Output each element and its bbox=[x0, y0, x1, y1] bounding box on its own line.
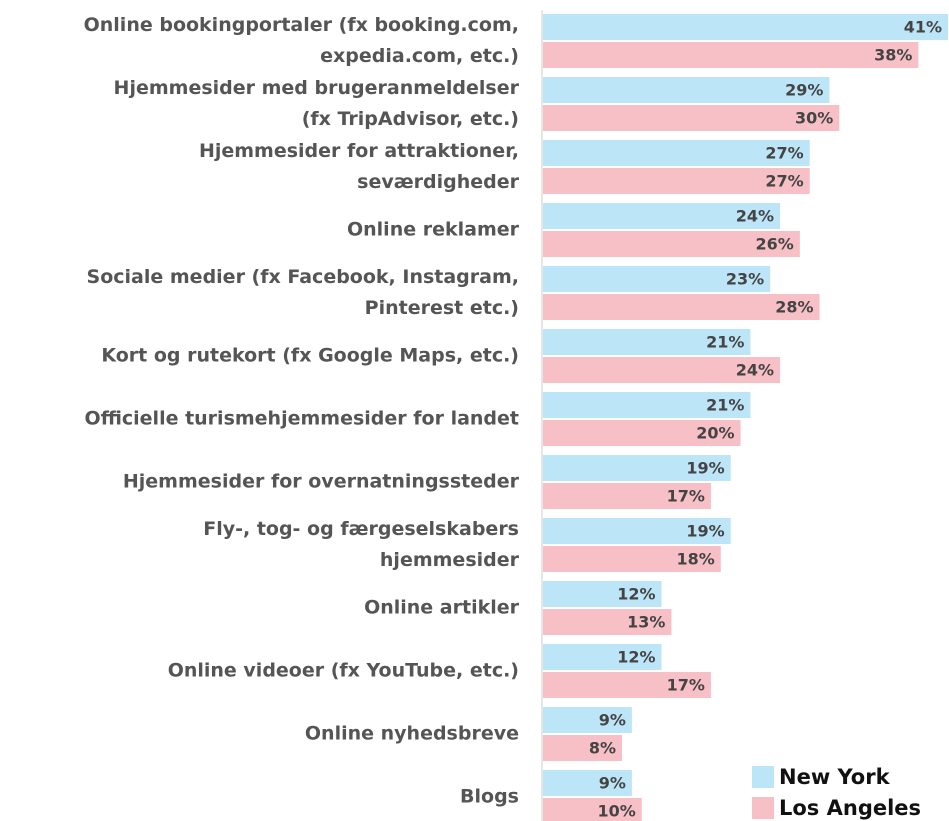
category-label: Online artikler bbox=[364, 597, 520, 619]
category-label: Blogs bbox=[460, 786, 519, 808]
legend-label: Los Angeles bbox=[779, 796, 921, 820]
value-label: 10% bbox=[597, 802, 635, 821]
bar bbox=[543, 707, 632, 733]
bar bbox=[543, 770, 632, 796]
value-label: 30% bbox=[795, 109, 833, 128]
value-label: 21% bbox=[706, 396, 744, 415]
legend-swatch bbox=[752, 797, 774, 819]
category-label: Sociale medier (fx Facebook, Instagram, bbox=[87, 266, 519, 288]
bar bbox=[543, 546, 721, 572]
category-label: Hjemmesider for overnatningssteder bbox=[123, 471, 520, 493]
value-label: 19% bbox=[686, 459, 724, 478]
category-label: Fly-, tog- og færgeselskabers bbox=[203, 518, 519, 540]
category-label: hjemmesider bbox=[380, 549, 520, 571]
value-label: 12% bbox=[617, 585, 655, 604]
category-label: Online videoer (fx YouTube, etc.) bbox=[168, 660, 519, 682]
category-label: Online bookingportaler (fx booking.com, bbox=[84, 14, 519, 36]
bar bbox=[543, 203, 781, 229]
value-label: 12% bbox=[617, 648, 655, 667]
category-label: seværdigheder bbox=[357, 171, 519, 193]
bar bbox=[543, 644, 662, 670]
bar bbox=[543, 42, 919, 68]
value-label: 27% bbox=[765, 144, 803, 163]
bar bbox=[543, 672, 711, 698]
value-label: 19% bbox=[686, 522, 724, 541]
bar bbox=[543, 294, 820, 320]
value-label: 28% bbox=[775, 298, 813, 317]
category-label: (fx TripAdvisor, etc.) bbox=[302, 108, 519, 130]
bar bbox=[543, 266, 771, 292]
bar bbox=[543, 168, 810, 194]
legend-swatch bbox=[752, 766, 774, 788]
category-label: Officielle turismehjemmesider for landet bbox=[85, 408, 519, 430]
value-label: 9% bbox=[599, 774, 626, 793]
bar bbox=[543, 483, 711, 509]
value-label: 17% bbox=[667, 487, 705, 506]
bar bbox=[543, 609, 672, 635]
bar bbox=[543, 77, 830, 103]
value-label: 21% bbox=[706, 333, 744, 352]
value-label: 20% bbox=[696, 424, 734, 443]
category-label: Pinterest etc.) bbox=[365, 297, 519, 319]
value-label: 23% bbox=[726, 270, 764, 289]
bar bbox=[543, 798, 642, 821]
bar bbox=[543, 14, 948, 40]
bar bbox=[543, 231, 800, 257]
bar bbox=[543, 105, 840, 131]
value-label: 13% bbox=[627, 613, 665, 632]
value-label: 26% bbox=[756, 235, 794, 254]
category-label: Hjemmesider med brugeranmeldelser bbox=[114, 77, 520, 99]
value-label: 9% bbox=[599, 711, 626, 730]
bar bbox=[543, 581, 662, 607]
value-label: 29% bbox=[785, 81, 823, 100]
value-label: 41% bbox=[904, 18, 942, 37]
value-label: 24% bbox=[736, 361, 774, 380]
legend-label: New York bbox=[779, 765, 891, 789]
category-label: Online nyhedsbreve bbox=[305, 723, 519, 745]
value-label: 8% bbox=[589, 739, 616, 758]
bar bbox=[543, 455, 731, 481]
value-label: 17% bbox=[667, 676, 705, 695]
bar bbox=[543, 420, 741, 446]
value-label: 24% bbox=[736, 207, 774, 226]
category-label: expedia.com, etc.) bbox=[320, 45, 519, 67]
value-label: 27% bbox=[765, 172, 803, 191]
value-label: 38% bbox=[874, 46, 912, 65]
bar bbox=[543, 735, 623, 761]
category-label: Kort og rutekort (fx Google Maps, etc.) bbox=[101, 345, 519, 367]
bar bbox=[543, 140, 810, 166]
bar bbox=[543, 329, 751, 355]
bar bbox=[543, 392, 751, 418]
bar bbox=[543, 357, 781, 383]
bar bbox=[543, 518, 731, 544]
value-label: 18% bbox=[677, 550, 715, 569]
category-label: Online reklamer bbox=[347, 219, 520, 241]
category-label: Hjemmesider for attraktioner, bbox=[199, 140, 519, 162]
